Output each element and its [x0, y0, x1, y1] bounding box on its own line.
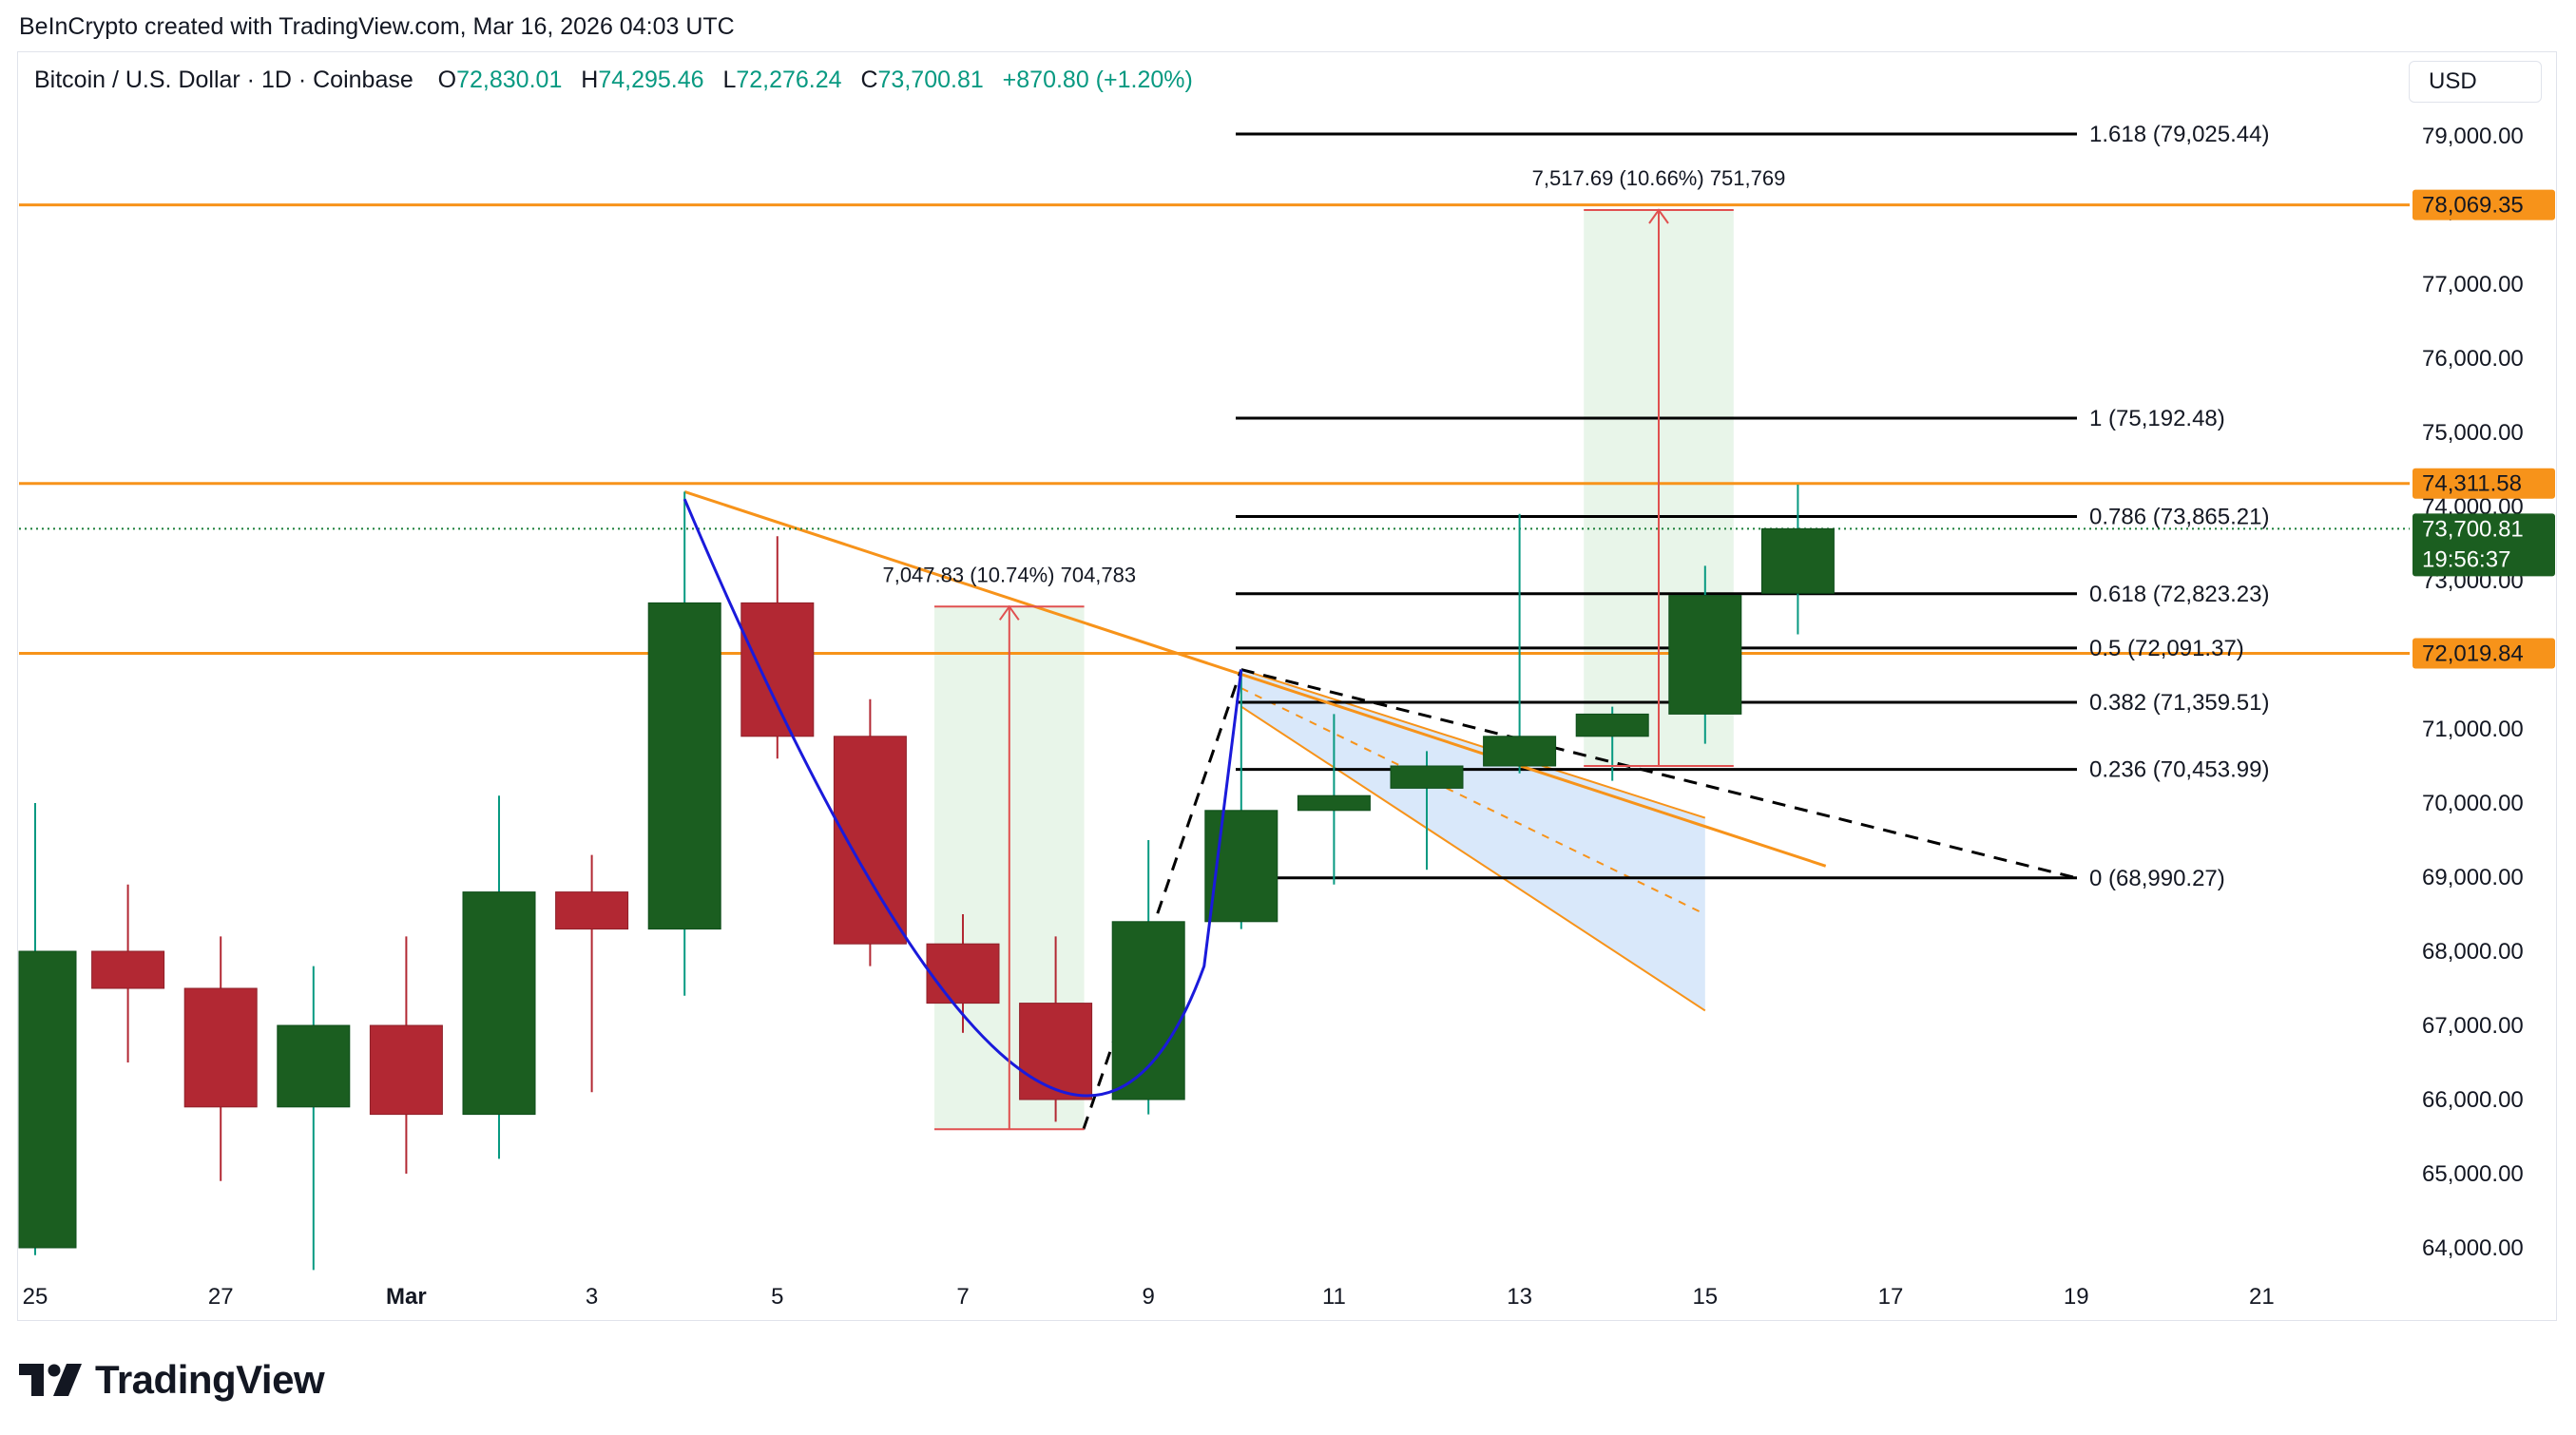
candle-body [555, 891, 629, 930]
x-axis-tick-label: 17 [1878, 1284, 1904, 1310]
fib-level-label: 0.786 (73,865.21) [2089, 505, 2269, 530]
channel-fill [1240, 669, 1705, 1011]
high-label: H [581, 67, 599, 93]
measure-label: 7,047.83 (10.74%) 704,783 [882, 563, 1136, 586]
fib-level-label: 1.618 (79,025.44) [2089, 122, 2269, 147]
y-axis-tick-label: 70,000.00 [2422, 791, 2524, 816]
channel-lower-line [1240, 705, 1706, 1012]
currency-label: USD [2429, 68, 2477, 94]
fib-level-label: 0 (68,990.27) [2089, 866, 2225, 891]
symbol-header: Bitcoin / U.S. Dollar · 1D · Coinbase O7… [34, 67, 1193, 94]
current-price-tag: 73,700.81 [2422, 516, 2524, 542]
y-axis-tick-label: 75,000.00 [2422, 420, 2524, 446]
level-price-tag-bg [2413, 189, 2555, 220]
x-axis-tick-label: 7 [956, 1284, 969, 1310]
open-label: O [437, 67, 457, 93]
open-value: 72,830.01 [456, 67, 563, 93]
fib-level-label: 0.5 (72,091.37) [2089, 636, 2244, 661]
candle-body [1575, 713, 1649, 737]
x-axis-tick-label: 3 [586, 1284, 598, 1310]
x-axis-tick-label: Mar [386, 1284, 427, 1310]
level-price-tag: 74,311.58 [2422, 471, 2522, 497]
symbol-name[interactable]: Bitcoin / U.S. Dollar · 1D · Coinbase [34, 67, 413, 93]
measure-arrowhead [998, 604, 1020, 621]
candle-body [277, 1024, 351, 1108]
candle-body [1111, 921, 1185, 1100]
y-axis-tick-label: 65,000.00 [2422, 1161, 2524, 1187]
y-axis-tick-label: 66,000.00 [2422, 1087, 2524, 1113]
y-axis-tick-label: 67,000.00 [2422, 1013, 2524, 1039]
x-axis-tick-label: 27 [208, 1284, 234, 1310]
candle-body [1668, 595, 1742, 715]
candle-body [91, 950, 165, 989]
candle-body [647, 602, 721, 930]
measure-arrowhead [1648, 208, 1669, 224]
candle-body [1019, 1003, 1093, 1100]
level-price-tag: 72,019.84 [2422, 641, 2524, 666]
x-axis-tick-label: 21 [2249, 1284, 2275, 1310]
currency-button[interactable]: USD [2409, 61, 2542, 103]
fib-level-label: 0.618 (72,823.23) [2089, 582, 2269, 607]
y-axis-tick-label: 64,000.00 [2422, 1235, 2524, 1261]
change-value: +870.80 (+1.20%) [1002, 67, 1193, 93]
y-axis-tick-label: 68,000.00 [2422, 939, 2524, 965]
candle-body [183, 987, 258, 1108]
chart-panel[interactable] [17, 51, 2557, 1321]
channel-upper-line [1240, 668, 1706, 819]
chart-credit: BeInCrypto created with TradingView.com,… [19, 13, 735, 40]
candle-body [1297, 794, 1371, 812]
x-axis-tick-label: 13 [1507, 1284, 1532, 1310]
candle-body [462, 891, 536, 1116]
tradingview-mark-icon [19, 1364, 82, 1396]
tradingview-wordmark: TradingView [95, 1357, 325, 1402]
measure-label: 7,517.69 (10.66%) 751,769 [1532, 166, 1786, 190]
current-price-tag-countdown: 19:56:37 [2422, 546, 2510, 572]
fib-level-label: 1 (75,192.48) [2089, 406, 2225, 431]
level-price-tag-bg [2413, 638, 2555, 669]
candle-body [18, 950, 77, 1249]
descending-trendline [683, 489, 1827, 868]
level-price-tag-bg [2413, 468, 2555, 499]
low-value: 72,276.24 [736, 67, 842, 93]
tradingview-logo[interactable]: TradingView [19, 1357, 325, 1403]
dashed-rally-line [1082, 669, 1243, 1130]
rounding-bottom-curve [682, 498, 1243, 1098]
dashed-resistance-line [1240, 668, 2077, 880]
y-axis-tick-label: 69,000.00 [2422, 865, 2524, 890]
y-axis-tick-label: 71,000.00 [2422, 717, 2524, 742]
close-label: C [860, 67, 878, 93]
level-price-tag: 78,069.35 [2422, 193, 2524, 219]
y-axis-tick-label: 79,000.00 [2422, 124, 2524, 149]
y-axis-tick-label: 76,000.00 [2422, 346, 2524, 372]
candle-body [926, 943, 1000, 1004]
candle-body [369, 1024, 443, 1116]
fib-level-label: 0.382 (71,359.51) [2089, 690, 2269, 716]
x-axis-tick-label: 15 [1692, 1284, 1718, 1310]
low-label: L [722, 67, 737, 93]
close-value: 73,700.81 [877, 67, 984, 93]
x-axis-tick-label: 11 [1322, 1284, 1346, 1310]
x-axis-tick-label: 25 [23, 1284, 48, 1310]
fib-level-label: 0.236 (70,453.99) [2089, 757, 2269, 783]
x-axis-tick-label: 5 [771, 1284, 783, 1310]
candle-body [1483, 736, 1557, 767]
high-value: 74,295.46 [598, 67, 704, 93]
candle-body [1760, 527, 1835, 594]
y-axis-tick-label: 77,000.00 [2422, 272, 2524, 297]
candle-body [1204, 810, 1278, 923]
x-axis-tick-label: 19 [2064, 1284, 2089, 1310]
candle-body [740, 602, 815, 737]
current-price-tag-bg [2413, 513, 2555, 577]
candle-body [833, 736, 907, 945]
candle-body [1390, 765, 1464, 789]
x-axis-tick-label: 9 [1143, 1284, 1155, 1310]
